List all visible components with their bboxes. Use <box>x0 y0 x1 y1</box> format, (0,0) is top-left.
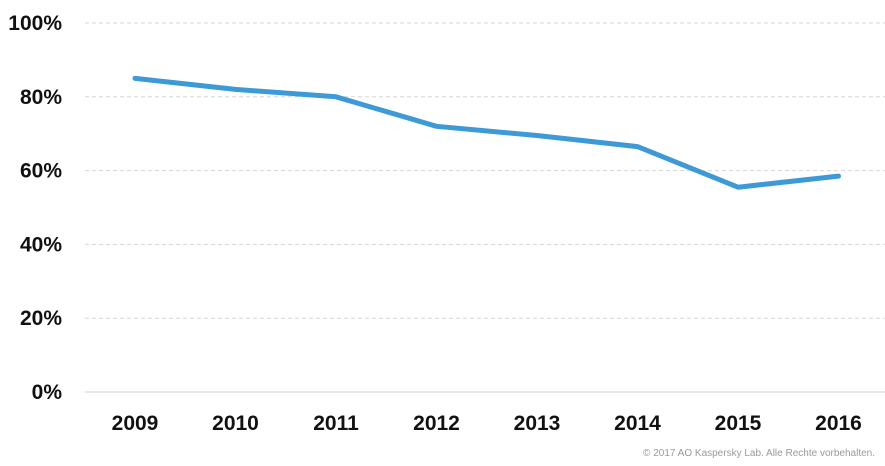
gridlines <box>85 22 885 319</box>
y-axis-tick-labels: 0% 20% 40% 60% 80% 100% <box>8 12 62 404</box>
y-tick-label: 100% <box>8 12 62 35</box>
series-line <box>132 75 841 190</box>
series-layer <box>132 75 841 190</box>
x-tick-label: 2011 <box>313 412 359 435</box>
y-tick-label: 80% <box>20 86 62 109</box>
x-tick-label: 2010 <box>212 412 259 435</box>
x-tick-label: 2012 <box>413 412 460 435</box>
copyright-notice: © 2017 AO Kaspersky Lab. Alle Rechte vor… <box>643 448 875 459</box>
x-tick-label: 2013 <box>514 412 561 435</box>
y-tick-label: 60% <box>20 160 62 183</box>
y-tick-label: 20% <box>20 307 62 330</box>
x-tick-label: 2016 <box>815 412 862 435</box>
x-tick-label: 2014 <box>614 412 661 435</box>
x-tick-label: 2015 <box>715 412 762 435</box>
x-tick-label: 2009 <box>112 412 159 435</box>
x-axis-tick-labels: 2009 2010 2011 2012 2013 2014 2015 2016 <box>112 412 862 435</box>
y-tick-label: 0% <box>32 381 63 404</box>
y-tick-label: 40% <box>20 233 62 256</box>
